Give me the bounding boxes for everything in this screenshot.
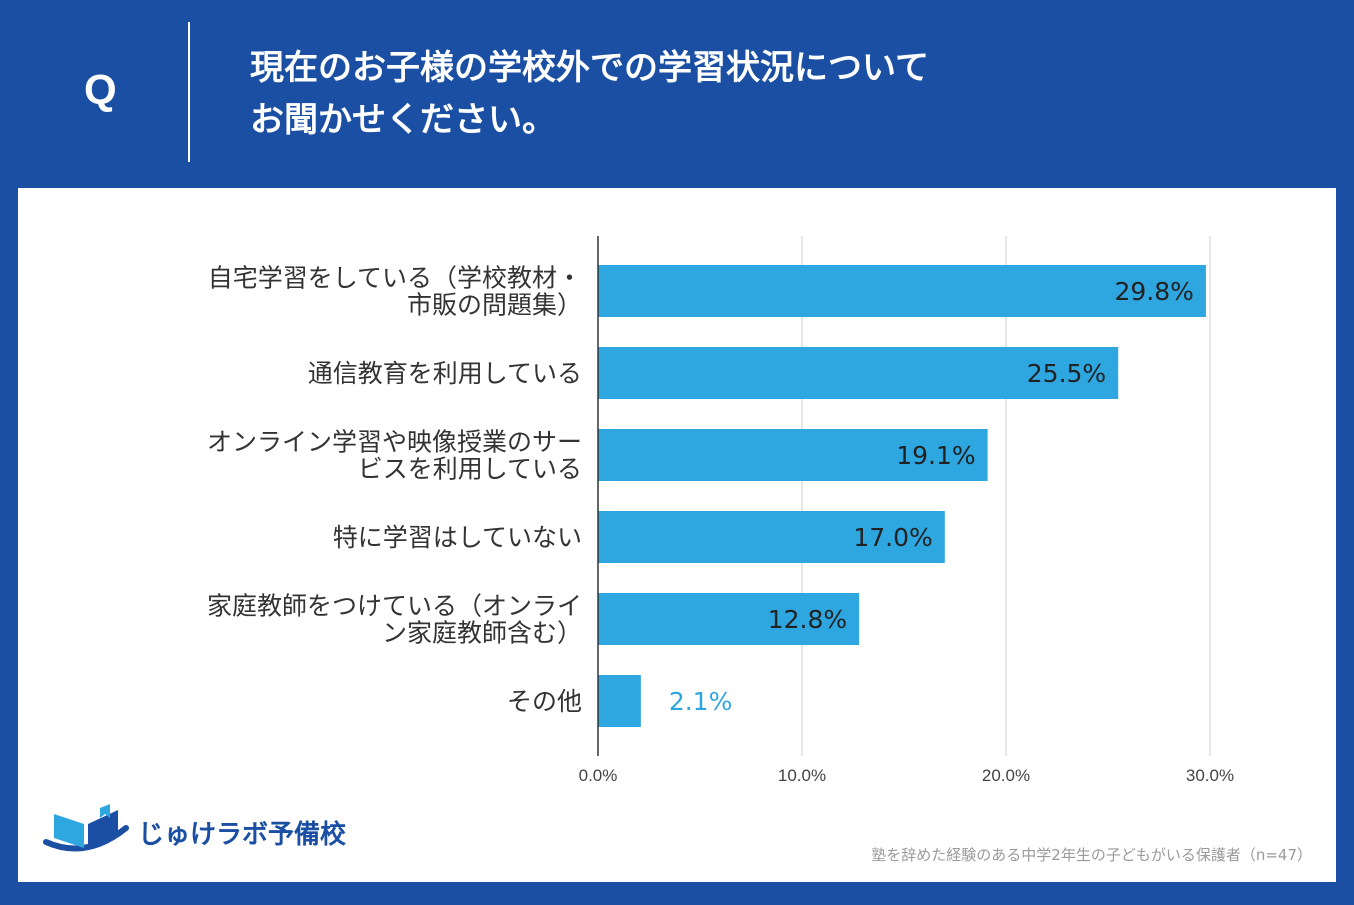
data-label: 2.1% xyxy=(669,687,733,716)
chart-panel: 0.0% 10.0% 20.0% 30.0% 29.8% 自宅学習をしている（学校教材・市… xyxy=(18,188,1336,882)
category-label: 通信教育を利用している xyxy=(308,359,582,388)
open-book-icon xyxy=(43,804,129,852)
data-label: 12.8% xyxy=(768,605,847,634)
category-label: ン家庭教師含む） xyxy=(382,619,582,648)
bar xyxy=(598,511,945,563)
footnote: 塾を辞めた経験のある中学2年生の子どもがいる保護者（n=47） xyxy=(871,846,1312,864)
x-tick-label: 10.0% xyxy=(778,766,826,785)
data-label: 19.1% xyxy=(896,441,975,470)
question-line-1: 現在のお子様の学校外での学習状況について xyxy=(250,48,929,88)
category-label: 特に学習はしていない xyxy=(333,523,582,552)
bar xyxy=(598,593,860,645)
category-label: ビスを利用している xyxy=(358,455,582,484)
logo-text: じゅけラボ予備校 xyxy=(138,820,347,850)
bar xyxy=(598,429,988,481)
header-divider xyxy=(188,22,190,162)
question-mark: Q xyxy=(84,66,117,113)
data-label: 17.0% xyxy=(853,523,932,552)
bar xyxy=(598,675,641,727)
question-line-2: お聞かせください。 xyxy=(250,100,556,140)
x-tick-label: 30.0% xyxy=(1186,766,1234,785)
bar xyxy=(598,265,1206,317)
category-label: 市販の問題集） xyxy=(407,291,582,320)
data-label: 29.8% xyxy=(1114,277,1193,306)
category-label: 家庭教師をつけている（オンライ xyxy=(207,592,582,621)
category-label: 自宅学習をしている（学校教材・ xyxy=(208,264,582,293)
bar xyxy=(598,347,1119,399)
x-tick-label: 20.0% xyxy=(982,766,1030,785)
data-label: 25.5% xyxy=(1027,359,1106,388)
question-text: 現在のお子様の学校外での学習状況について お聞かせください。 xyxy=(250,42,929,146)
category-label: オンライン学習や映像授業のサー xyxy=(207,428,582,457)
bar-chart: 0.0% 10.0% 20.0% 30.0% 29.8% 自宅学習をしている（学校教材・市… xyxy=(207,236,1234,785)
question-header: Q 現在のお子様の学校外での学習状況について お聞かせください。 xyxy=(0,0,1354,188)
category-label: その他 xyxy=(507,687,582,716)
x-tick-label: 0.0% xyxy=(579,766,618,785)
logo: じゅけラボ予備校 xyxy=(40,798,370,858)
